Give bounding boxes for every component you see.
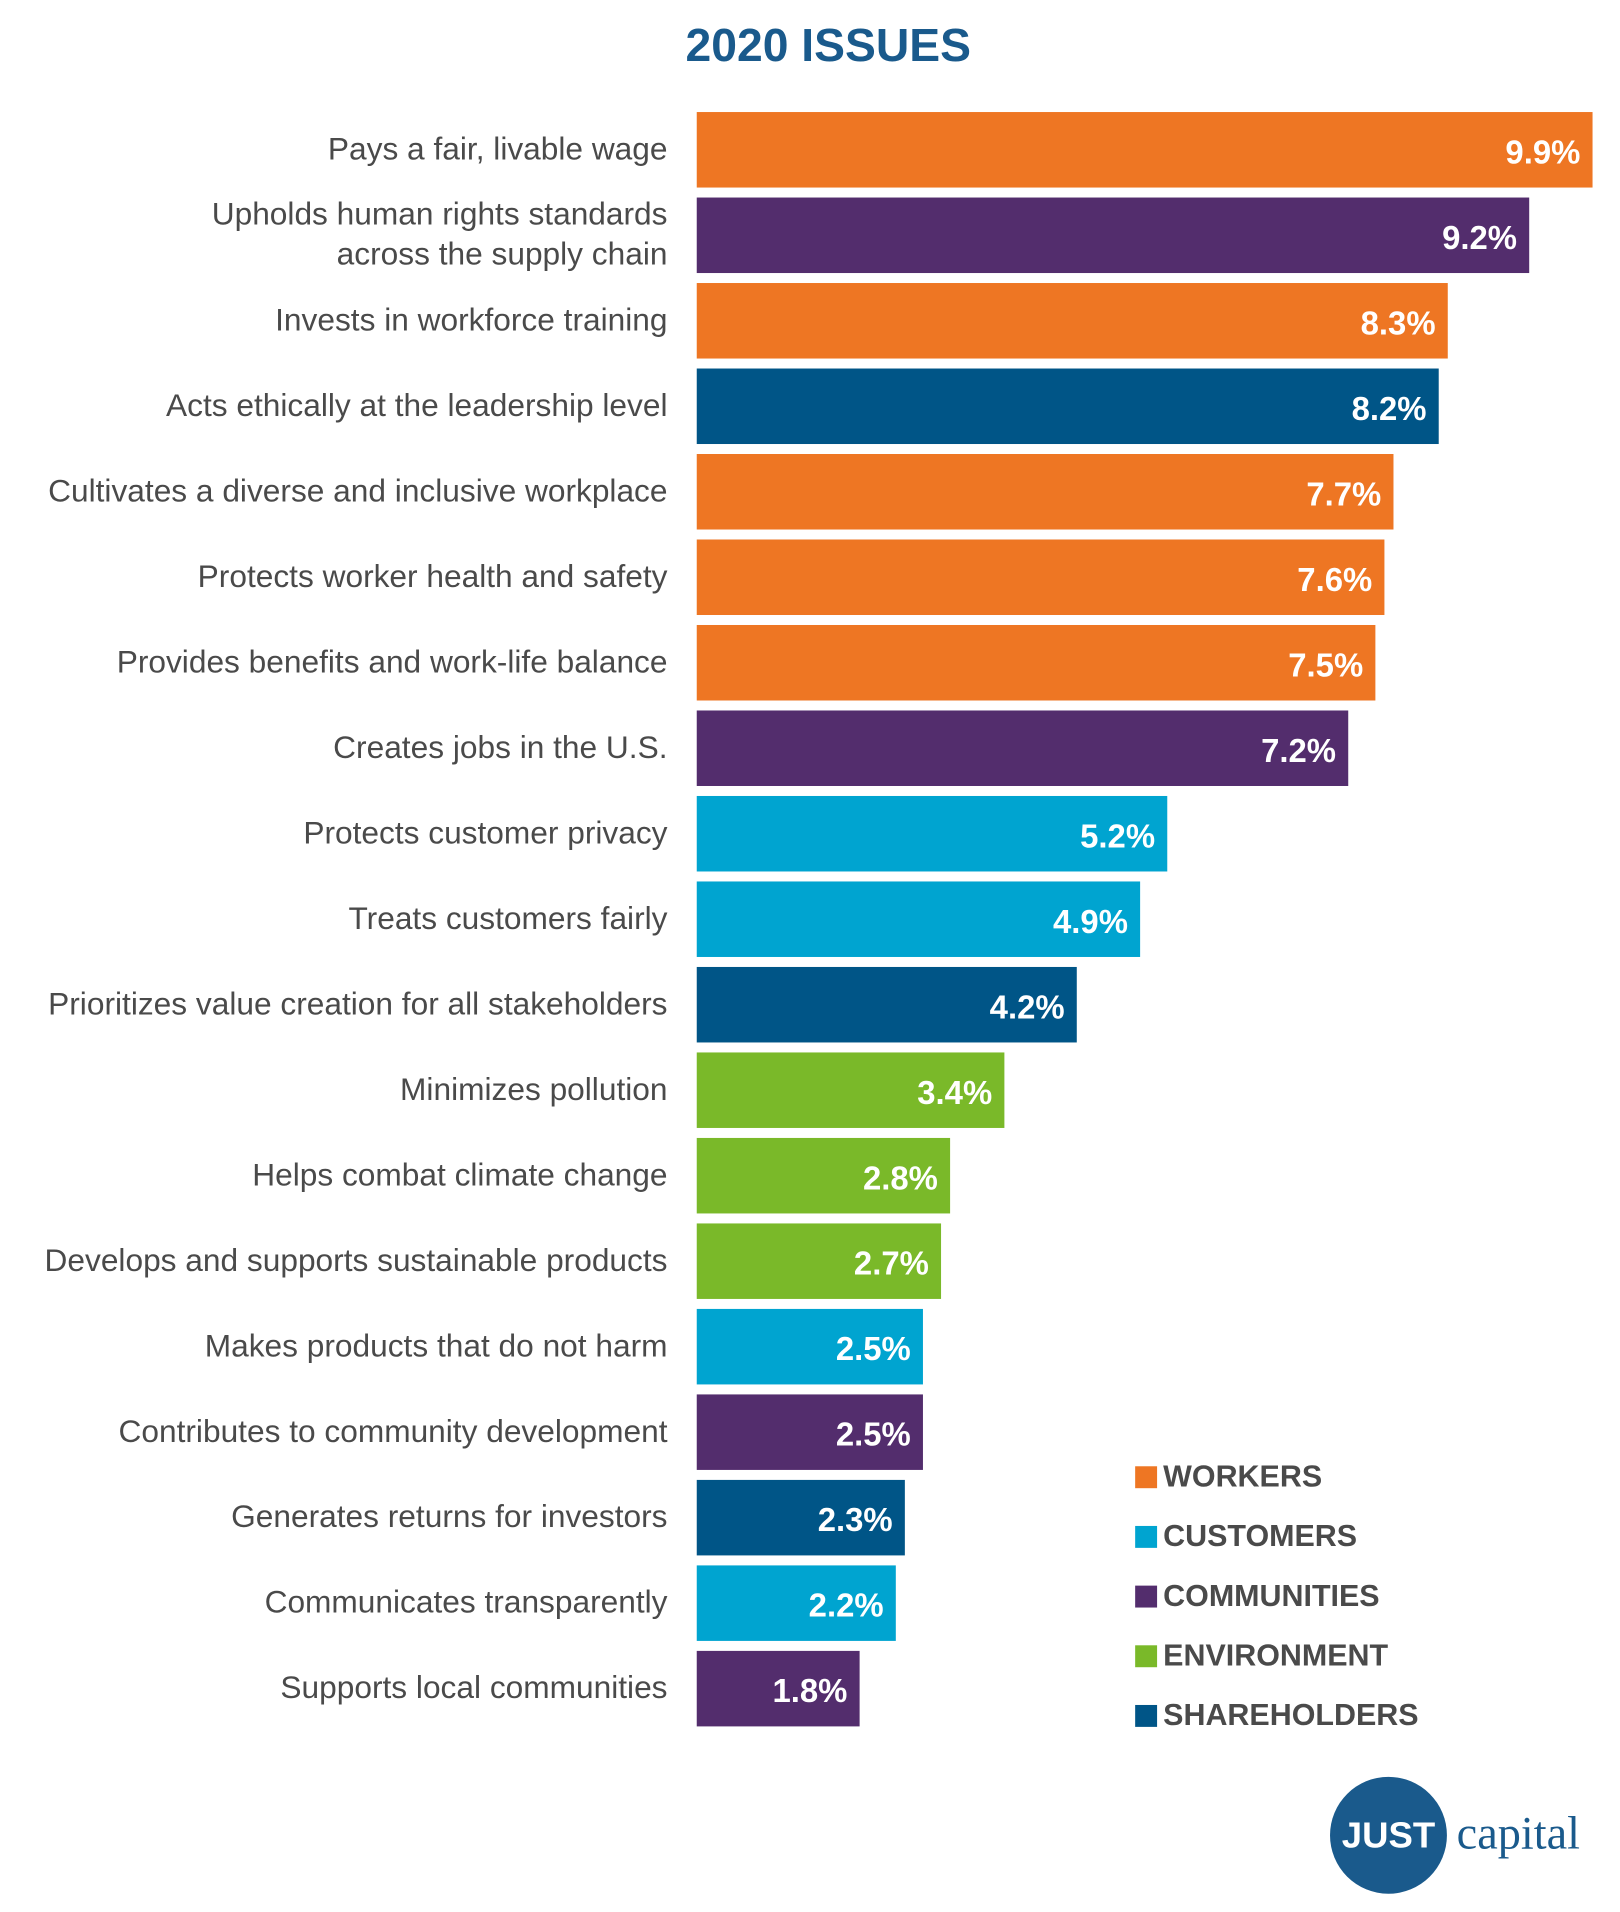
value-label: 5.2% [1080,817,1155,854]
category-label: Treats customers fairly [349,900,668,936]
bar [696,881,1141,957]
value-label: 9.2% [1442,219,1517,256]
bar [696,1223,942,1299]
bar [696,1650,860,1727]
value-label: 2.5% [836,1416,911,1453]
category-label: Develops and supports sustainable produc… [45,1242,668,1278]
bar [696,710,1349,786]
legend-swatch [1135,1645,1158,1668]
value-label: 7.2% [1261,732,1336,769]
logo-circle [1330,1776,1447,1894]
bar [696,1052,1005,1128]
legend-label: SHAREHOLDERS [1163,1698,1418,1732]
value-label: 8.2% [1352,390,1427,427]
legend-label: CUSTOMERS [1163,1519,1357,1553]
bar [696,624,1376,701]
category-label: Supports local communities [280,1669,667,1705]
value-label: 2.5% [836,1330,911,1367]
category-label: Pays a fair, livable wage [328,130,668,166]
value-label: 2.7% [854,1245,929,1282]
category-label: Cultivates a diverse and inclusive workp… [48,472,667,508]
category-label: Protects customer privacy [303,814,667,850]
value-label: 2.2% [809,1587,884,1624]
value-label: 7.6% [1297,561,1372,598]
category-label: Generates returns for investors [231,1498,667,1534]
category-label: Helps combat climate change [252,1156,667,1192]
bar [696,966,1077,1043]
value-label: 7.5% [1288,646,1363,683]
value-label: 4.2% [990,988,1065,1025]
bar [696,197,1530,274]
bar [696,1308,923,1385]
value-label: 2.8% [863,1159,938,1196]
value-label: 1.8% [772,1672,847,1709]
logo-text: capital [1457,1808,1580,1859]
legend-swatch [1135,1704,1158,1727]
value-label: 8.3% [1361,304,1436,341]
legend-swatch [1135,1525,1158,1548]
bar [696,1394,923,1470]
legend-label: WORKERS [1163,1459,1322,1493]
category-label: Protects worker health and safety [198,558,668,594]
bar [696,112,1593,188]
bar [696,1137,951,1214]
value-label: 2.3% [818,1501,893,1538]
bar [696,368,1439,445]
value-label: 9.9% [1505,133,1580,170]
bar [696,795,1168,872]
bar [696,539,1385,616]
bar [696,1479,905,1556]
bar [696,283,1448,359]
bar [696,1565,896,1641]
category-label: Communicates transparently [265,1584,668,1620]
legend-swatch [1135,1466,1158,1489]
category-label: Makes products that do not harm [205,1327,668,1363]
category-label: Prioritizes value creation for all stake… [48,985,667,1021]
legend-swatch [1135,1585,1158,1608]
value-label: 3.4% [917,1074,992,1111]
value-label: 7.7% [1306,475,1381,512]
legend-label: COMMUNITIES [1163,1579,1379,1613]
category-label: Upholds human rights standards across the… [212,196,668,272]
category-label: Minimizes pollution [400,1071,667,1107]
logo-mark: JUST [1342,1814,1435,1855]
category-label: Acts ethically at the leadership level [166,387,668,423]
bar [696,454,1394,530]
chart-title: 2020 ISSUES [686,19,971,71]
category-label: Invests in workforce training [275,301,667,337]
legend-label: ENVIRONMENT [1163,1639,1388,1673]
value-label: 4.9% [1053,903,1128,940]
category-label: Provides benefits and work-life balance [117,643,668,679]
category-label: Contributes to community development [119,1413,668,1449]
category-label: Creates jobs in the U.S. [333,729,667,765]
